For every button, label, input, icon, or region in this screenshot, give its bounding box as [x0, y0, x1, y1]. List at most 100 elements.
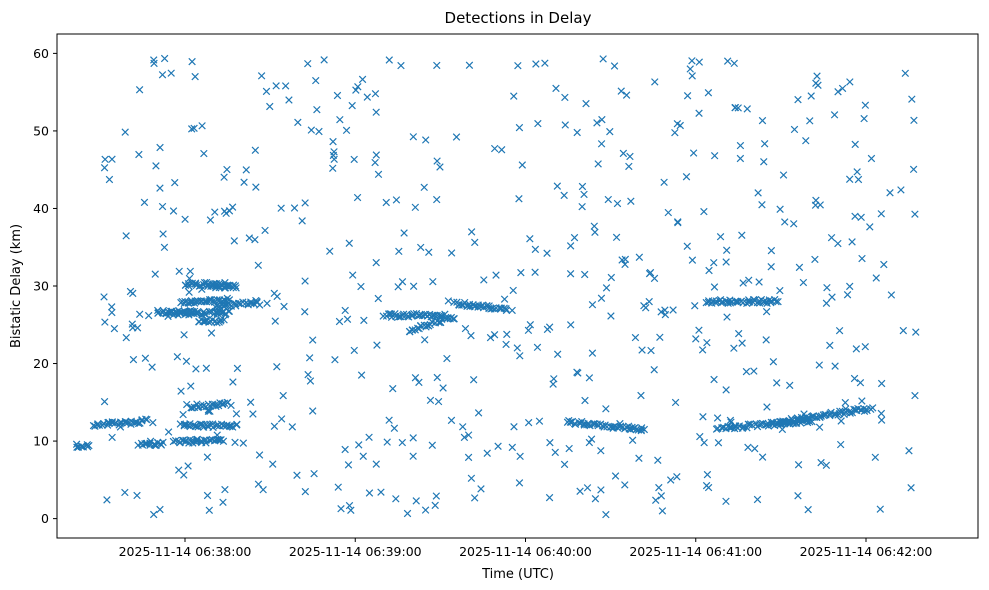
data-point [135, 86, 144, 94]
data-point [420, 183, 428, 192]
data-point [616, 422, 625, 430]
data-point [432, 492, 441, 500]
data-point [480, 276, 488, 284]
data-point [526, 321, 535, 329]
data-point [860, 114, 868, 123]
data-point [348, 271, 357, 279]
data-point [626, 152, 634, 161]
data-point [868, 404, 877, 412]
data-point [712, 297, 720, 305]
data-point [585, 438, 594, 447]
data-point [823, 283, 831, 292]
data-point [421, 136, 430, 144]
data-point [277, 415, 286, 423]
data-point [219, 437, 228, 445]
data-point [905, 447, 913, 455]
data-point [634, 426, 643, 434]
data-point [877, 379, 886, 388]
data-point [714, 438, 723, 447]
data-point [513, 344, 522, 352]
data-point [239, 439, 248, 447]
data-point [815, 423, 824, 431]
data-point [683, 242, 691, 250]
data-point [235, 299, 243, 308]
data-point [180, 331, 188, 339]
data-point [793, 416, 801, 425]
data-point [374, 294, 382, 303]
data-point [907, 484, 915, 492]
data-point [621, 481, 629, 489]
data-point [228, 203, 237, 211]
data-point [710, 283, 719, 291]
data-point [910, 116, 918, 125]
data-point [164, 428, 173, 436]
data-point [835, 326, 844, 335]
data-point [850, 374, 859, 383]
data-point [253, 298, 261, 307]
data-point [748, 421, 756, 429]
data-point [650, 366, 658, 374]
y-tick-label: 50 [33, 123, 49, 138]
data-point [604, 195, 613, 204]
data-point [699, 413, 707, 421]
data-point [700, 438, 708, 447]
data-point [817, 412, 825, 420]
data-point [261, 226, 269, 235]
data-point [587, 435, 596, 443]
data-point [450, 298, 458, 306]
data-point [174, 466, 183, 474]
data-point [259, 485, 267, 494]
data-point [628, 436, 637, 445]
data-point [742, 367, 751, 376]
data-point [703, 338, 711, 347]
data-point [686, 65, 694, 73]
data-point [722, 497, 730, 506]
data-point [194, 297, 203, 306]
data-point [220, 173, 228, 181]
data-point [772, 379, 781, 387]
data-point [392, 495, 400, 503]
data-point [852, 345, 861, 353]
data-point [177, 387, 185, 395]
data-point [156, 143, 164, 152]
data-point [606, 127, 614, 136]
data-point [184, 282, 193, 290]
data-point [428, 441, 437, 449]
data-point [228, 423, 237, 431]
data-point [738, 231, 746, 239]
data-point [704, 89, 713, 97]
data-point [786, 381, 794, 390]
data-point [625, 162, 633, 171]
data-point [658, 507, 667, 515]
data-point [301, 307, 309, 316]
data-point [760, 140, 769, 148]
data-point [335, 317, 344, 326]
data-point [341, 306, 349, 315]
data-point [255, 451, 264, 459]
data-point [799, 278, 808, 287]
data-point [580, 190, 588, 199]
data-point [185, 288, 193, 296]
data-point [778, 425, 787, 434]
data-point [553, 182, 562, 190]
data-point [565, 444, 573, 453]
data-point [460, 433, 469, 442]
data-point [794, 461, 803, 469]
data-point [200, 149, 208, 158]
y-axis: 0 10 20 30 40 50 60 [33, 46, 57, 526]
data-point [490, 144, 499, 153]
data-point [108, 308, 116, 317]
data-point [348, 101, 356, 110]
data-point [700, 207, 708, 216]
data-point [156, 505, 164, 514]
data-point [247, 299, 255, 308]
data-point [411, 374, 420, 382]
data-point [192, 365, 200, 373]
data-point [421, 506, 430, 514]
data-point [169, 207, 178, 215]
data-point [857, 213, 865, 222]
data-point [304, 370, 312, 379]
data-point [722, 246, 731, 254]
data-point [412, 497, 420, 505]
y-tick-label: 10 [33, 434, 49, 449]
